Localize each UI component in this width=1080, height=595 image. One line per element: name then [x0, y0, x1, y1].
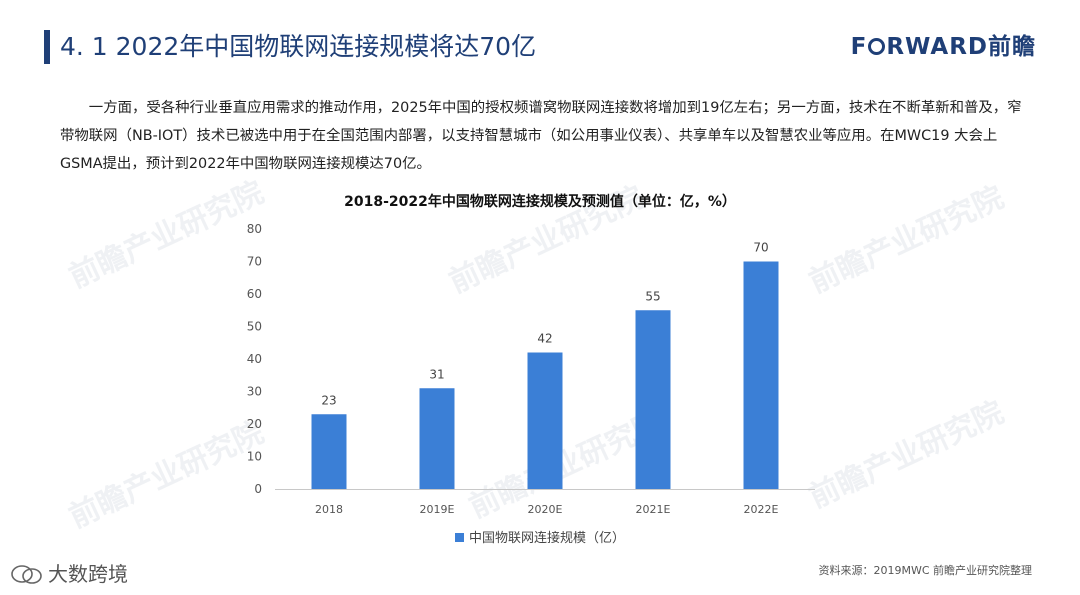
y-tick-label: 0	[254, 482, 262, 496]
x-tick-label: 2020E	[528, 503, 563, 516]
x-tick-label: 2022E	[744, 503, 779, 516]
brand-o-circle	[868, 38, 886, 55]
y-tick-label: 50	[247, 320, 262, 334]
y-tick-label: 70	[247, 255, 262, 269]
chart-legend: 中国物联网连接规模（亿）	[0, 527, 1080, 546]
title-accent-bar	[44, 30, 50, 64]
y-tick-label: 40	[247, 352, 262, 366]
bar	[743, 261, 779, 489]
data-label: 55	[645, 289, 660, 303]
y-tick-label: 60	[247, 287, 262, 301]
page-title: 4. 1 2022年中国物联网连接规模将达70亿	[60, 32, 537, 61]
legend-swatch	[454, 533, 464, 542]
brand-prefix: F	[850, 34, 868, 60]
chart-title: 2018-2022年中国物联网连接规模及预测值（单位：亿，%）	[344, 194, 736, 210]
wechat-icon	[11, 565, 42, 584]
brand-suffix: RWARD前瞻	[886, 34, 1036, 60]
data-label: 31	[429, 367, 444, 381]
bar	[527, 352, 563, 489]
legend-label: 中国物联网连接规模（亿）	[468, 531, 625, 546]
wechat-watermark: 大数跨境	[10, 560, 128, 588]
y-tick-label: 20	[247, 417, 262, 431]
source-note: 资料来源：2019MWC 前瞻产业研究院整理	[818, 564, 1032, 577]
intro-paragraph: 一方面，受各种行业垂直应用需求的推动作用，2025年中国的授权频谱窝物联网连接数…	[60, 100, 1022, 172]
bar	[419, 388, 455, 489]
y-tick-label: 80	[247, 222, 262, 236]
data-label: 42	[537, 332, 552, 346]
wechat-label: 大数跨境	[48, 562, 128, 586]
bar	[311, 414, 347, 489]
data-label: 23	[321, 393, 336, 407]
bar	[635, 310, 671, 489]
x-tick-label: 2019E	[420, 503, 455, 516]
x-tick-label: 2018	[315, 503, 343, 516]
y-tick-label: 10	[247, 450, 262, 464]
x-tick-label: 2021E	[636, 503, 671, 516]
data-label: 70	[753, 241, 768, 255]
brand-logo: F RWARD前瞻	[851, 32, 1036, 62]
y-tick-label: 30	[247, 385, 262, 399]
